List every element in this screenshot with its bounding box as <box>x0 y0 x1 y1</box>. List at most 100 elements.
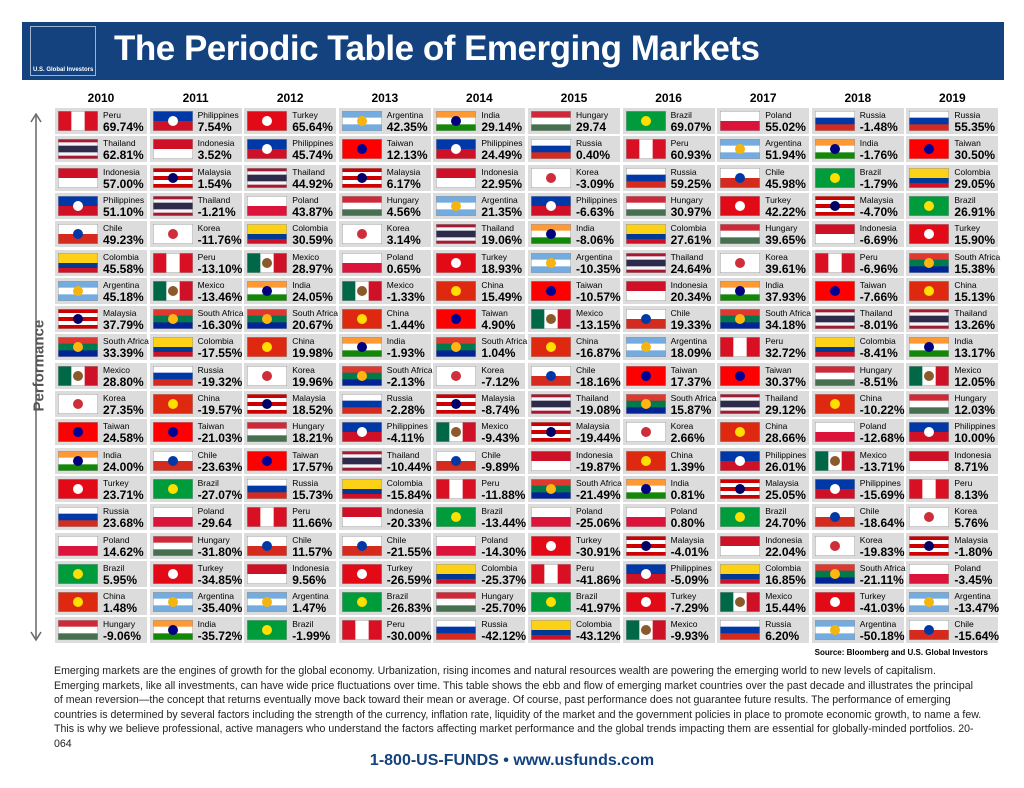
cell: China 15.49% <box>433 277 526 304</box>
country: Poland <box>670 506 698 517</box>
country: Turkey <box>954 223 981 234</box>
return: 43.87% <box>292 204 333 219</box>
flag <box>58 337 98 358</box>
flag <box>341 167 382 188</box>
flag <box>720 309 761 330</box>
cell: Malaysia -19.44% <box>528 419 621 446</box>
return: -7.12% <box>481 374 520 389</box>
country: China <box>481 279 504 290</box>
country: Malaysia <box>670 534 705 545</box>
flag <box>341 224 382 245</box>
return: -41.86% <box>576 572 621 587</box>
cell: Malaysia 18.52% <box>244 391 337 417</box>
cell: China 1.48% <box>55 589 147 616</box>
cell: Chile -18.16% <box>528 362 621 389</box>
flag <box>720 422 761 443</box>
cell: Peru -11.88% <box>433 475 525 502</box>
country: Thailand <box>481 223 514 234</box>
flag <box>720 535 761 556</box>
return: -10.44% <box>386 459 432 474</box>
flag <box>341 309 382 330</box>
country: Philippines <box>197 110 239 120</box>
country: Brazil <box>103 562 125 573</box>
flag <box>720 563 761 584</box>
return: 24.64% <box>670 261 712 276</box>
return: -23.63% <box>197 459 243 474</box>
cell: Thailand 19.06% <box>433 221 526 248</box>
country: Chile <box>954 619 974 630</box>
flag <box>625 620 666 641</box>
country: Korea <box>197 223 221 234</box>
country: Turkey <box>292 110 318 120</box>
country: Turkey <box>765 194 791 205</box>
return: -5.09% <box>670 572 709 587</box>
country: Chile <box>765 166 785 177</box>
year-header: 2013 <box>371 91 399 105</box>
country: Indonesia <box>386 506 424 517</box>
country: Taiwan <box>386 138 414 149</box>
cell: Russia 6.20% <box>717 617 810 644</box>
country: Russia <box>670 166 697 177</box>
country: Taiwan <box>954 138 981 149</box>
return: -21.55% <box>386 544 432 559</box>
return: 37.79% <box>103 318 144 333</box>
country: Malaysia <box>103 308 137 319</box>
country: Colombia <box>292 223 329 234</box>
country: South Africa <box>197 308 244 319</box>
cell: Colombia 27.61% <box>622 221 715 248</box>
return: -14.30% <box>481 544 527 559</box>
return: -13.46% <box>197 289 243 304</box>
year-header: 2018 <box>844 91 872 105</box>
country: Hungary <box>481 591 514 602</box>
flag <box>341 195 382 216</box>
return: 18.09% <box>670 346 712 361</box>
country: Turkey <box>670 591 697 602</box>
return: 16.85% <box>765 572 806 587</box>
country: Argentina <box>103 279 140 290</box>
flag <box>625 422 666 443</box>
flag <box>58 224 98 245</box>
cell: Argentina -50.18% <box>811 617 905 644</box>
cell: Peru 69.74% <box>55 108 147 134</box>
return: 60.93% <box>670 148 712 163</box>
flag <box>152 620 193 641</box>
year-header: 2010 <box>87 91 115 105</box>
flag <box>531 337 571 358</box>
cell: South Africa 15.38% <box>906 249 1000 276</box>
country: Indonesia <box>576 449 613 460</box>
country: India <box>576 223 595 234</box>
flag <box>247 422 288 443</box>
flag <box>152 167 193 188</box>
flag <box>341 478 382 499</box>
flag <box>58 450 98 471</box>
country: Colombia <box>576 619 612 630</box>
flag <box>341 394 382 414</box>
flag <box>152 337 193 358</box>
return: 28.97% <box>292 261 333 276</box>
return: -26.83% <box>386 601 432 616</box>
cell: Russia 59.25% <box>622 164 715 191</box>
return: -1.44% <box>386 318 425 333</box>
return: 55.02% <box>765 120 806 134</box>
cell: Malaysia 25.05% <box>717 475 810 502</box>
cell: South Africa 34.18% <box>717 306 811 333</box>
return: 49.23% <box>103 233 144 248</box>
flag <box>909 167 950 188</box>
country: Malaysia <box>197 166 232 177</box>
return: -10.35% <box>576 261 621 276</box>
cell: Hungary -8.51% <box>811 362 904 389</box>
cell: Korea 2.66% <box>622 419 715 446</box>
country: Hungary <box>197 534 230 545</box>
flag <box>625 478 666 499</box>
cell: Taiwan 17.37% <box>622 362 715 389</box>
flag <box>625 224 666 245</box>
country: Indonesia <box>481 166 519 177</box>
return: 30.59% <box>292 233 333 248</box>
return: -21.11% <box>859 572 904 587</box>
flag <box>720 450 761 471</box>
country: South Africa <box>481 336 528 347</box>
flag <box>625 394 666 414</box>
flag <box>625 337 666 358</box>
return: -8.51% <box>859 374 898 389</box>
cell: Malaysia -1.80% <box>906 532 999 559</box>
